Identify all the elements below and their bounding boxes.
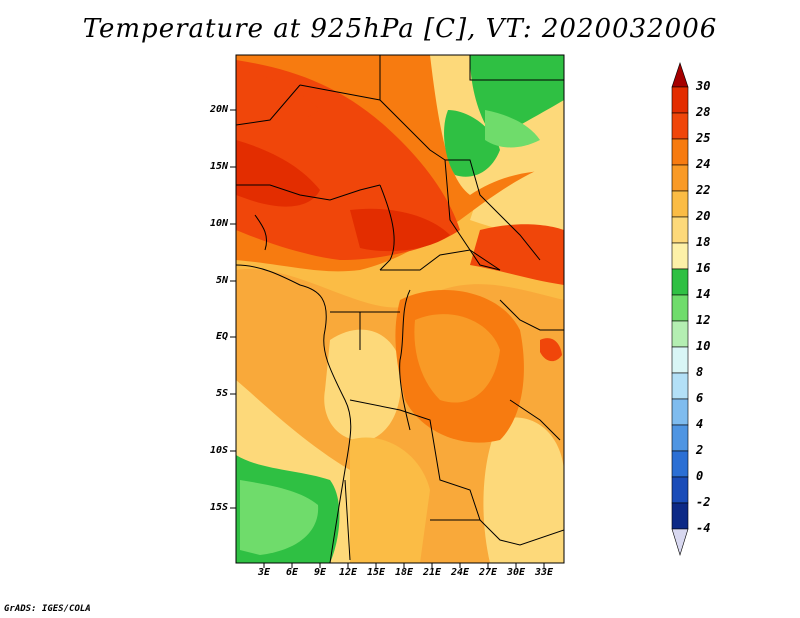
lon-label-27e: 27E (478, 567, 498, 578)
lat-label-15s: 15S (209, 502, 228, 513)
colorbar-label: 25 (696, 131, 711, 145)
temperature-field (236, 55, 564, 563)
colorbar-label: 4 (696, 417, 704, 431)
colorbar-label: 22 (696, 183, 711, 197)
colorbar-label: 0 (696, 469, 704, 483)
lon-label-3e: 3E (257, 567, 271, 578)
lon-label-21e: 21E (422, 567, 442, 578)
lon-label-33e: 33E (534, 567, 554, 578)
colorbar-label: 8 (696, 365, 704, 379)
colorbar-label: -4 (696, 521, 711, 535)
colorbar (671, 62, 689, 557)
lon-label-30e: 30E (506, 567, 526, 578)
lat-label-5s: 5S (215, 388, 228, 399)
colorbar-label: 2 (696, 443, 704, 457)
colorbar-label: 12 (696, 313, 711, 327)
colorbar-label: 28 (696, 105, 711, 119)
lon-label-9e: 9E (313, 567, 327, 578)
lon-label-12e: 12E (338, 567, 358, 578)
lat-label-15n: 15N (209, 161, 228, 172)
lon-label-24e: 24E (450, 567, 470, 578)
lat-label-10s: 10S (209, 445, 228, 456)
country-borders (236, 55, 564, 563)
map-title: Temperature at 925hPa [C], VT: 202003200… (82, 14, 718, 44)
lon-label-6e: 6E (285, 567, 299, 578)
lat-label-10n: 10N (209, 218, 228, 229)
credit-text: GrADS: IGES/COLA (4, 604, 91, 614)
lat-label-20n: 20N (209, 104, 228, 115)
colorbar-label: 30 (696, 79, 711, 93)
colorbar-label: 16 (696, 261, 711, 275)
map-frame (235, 54, 565, 564)
colorbar-label: -2 (696, 495, 711, 509)
lon-label-15e: 15E (366, 567, 386, 578)
lat-label-eq: EQ (215, 331, 228, 342)
axis-ticks (230, 109, 545, 568)
lon-label-18e: 18E (394, 567, 414, 578)
colorbar-label: 10 (696, 339, 711, 353)
lat-label-5n: 5N (215, 275, 228, 286)
colorbar-label: 18 (696, 235, 711, 249)
colorbar-label: 14 (696, 287, 711, 301)
colorbar-label: 6 (696, 391, 704, 405)
colorbar-label: 20 (696, 209, 711, 223)
colorbar-label: 24 (696, 157, 711, 171)
